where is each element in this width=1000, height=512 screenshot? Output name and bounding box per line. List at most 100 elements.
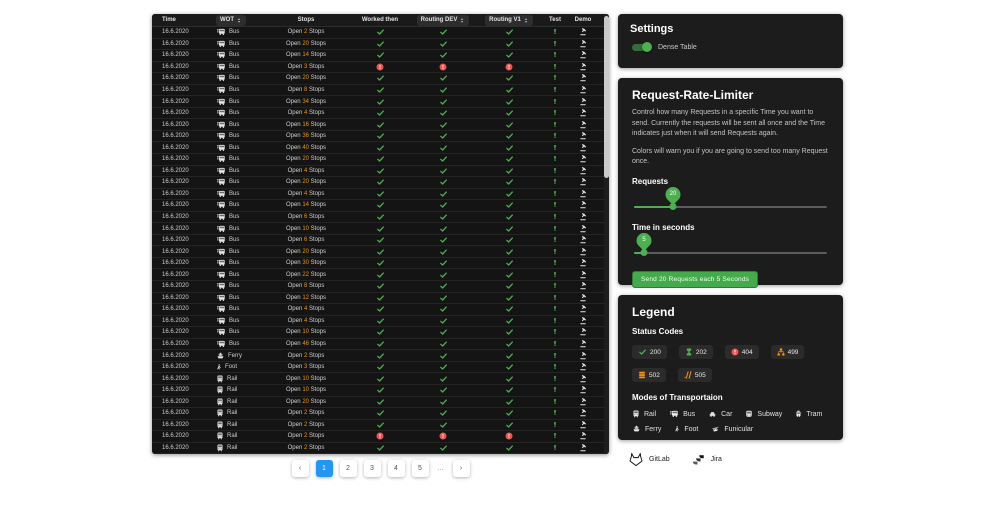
table-row[interactable]: 16.6.2020 Bus Open 36 Stops	[152, 131, 609, 143]
cell-demo[interactable]	[568, 143, 598, 152]
time-slider[interactable]: 5	[632, 229, 829, 260]
slider-thumb[interactable]	[640, 249, 648, 256]
cell-demo[interactable]	[568, 270, 598, 279]
cell-demo[interactable]	[568, 201, 598, 209]
cell-test[interactable]	[542, 74, 568, 82]
pagination-page-3[interactable]: 3	[363, 460, 381, 477]
cell-demo[interactable]	[568, 409, 598, 417]
cell-test[interactable]	[542, 201, 568, 209]
cell-test[interactable]	[542, 259, 568, 267]
cell-demo[interactable]	[568, 74, 598, 82]
cell-demo[interactable]	[568, 28, 598, 36]
pagination-prev-button[interactable]: ‹	[291, 460, 309, 477]
cell-demo[interactable]	[568, 247, 598, 256]
pagination-next-button[interactable]: ›	[452, 460, 470, 477]
cell-test[interactable]	[542, 51, 568, 59]
table-row[interactable]: 16.6.2020 Bus Open 20 Stops	[152, 73, 609, 85]
table-row[interactable]: 16.6.2020 Bus Open 6 Stops	[152, 212, 609, 224]
cell-demo[interactable]	[568, 213, 598, 221]
cell-demo[interactable]	[568, 62, 598, 71]
cell-demo[interactable]	[568, 224, 598, 233]
cell-test[interactable]	[542, 132, 568, 140]
cell-test[interactable]	[542, 444, 568, 452]
cell-demo[interactable]	[568, 282, 598, 290]
cell-test[interactable]	[542, 121, 568, 129]
cell-demo[interactable]	[568, 166, 598, 175]
cell-test[interactable]	[542, 409, 568, 417]
pagination-page-4[interactable]: 4	[387, 460, 405, 477]
pagination-page-1[interactable]: 1	[315, 460, 333, 477]
table-row[interactable]: 16.6.2020 Bus Open 4 Stops	[152, 166, 609, 178]
cell-test[interactable]	[542, 421, 568, 429]
table-row[interactable]: 16.6.2020 Rail Open 20 Stops	[152, 397, 609, 409]
cell-demo[interactable]	[568, 305, 598, 313]
cell-test[interactable]	[542, 386, 568, 394]
cell-test[interactable]	[542, 213, 568, 221]
cell-test[interactable]	[542, 432, 568, 440]
table-row[interactable]: 16.6.2020 Rail Open 10 Stops	[152, 373, 609, 385]
table-row[interactable]: 16.6.2020 Bus Open 20 Stops	[152, 246, 609, 258]
table-row[interactable]: 16.6.2020 Bus Open 3 Stops	[152, 62, 609, 74]
cell-demo[interactable]	[568, 374, 598, 383]
cell-demo[interactable]	[568, 444, 598, 452]
cell-demo[interactable]	[568, 340, 598, 348]
cell-test[interactable]	[542, 155, 568, 163]
column-header-wot[interactable]: WOT	[204, 14, 262, 26]
cell-demo[interactable]	[568, 39, 598, 48]
table-row[interactable]: 16.6.2020 Bus Open 30 Stops	[152, 258, 609, 270]
cell-test[interactable]	[542, 248, 568, 256]
cell-demo[interactable]	[568, 155, 598, 163]
cell-demo[interactable]	[568, 86, 598, 94]
cell-demo[interactable]	[568, 363, 598, 371]
cell-test[interactable]	[542, 28, 568, 36]
cell-test[interactable]	[542, 282, 568, 290]
table-row[interactable]: 16.6.2020 Bus Open 8 Stops	[152, 85, 609, 97]
table-row[interactable]: 16.6.2020 Rail Open 2 Stops	[152, 443, 609, 454]
cell-demo[interactable]	[568, 178, 598, 186]
cell-test[interactable]	[542, 98, 568, 106]
table-row[interactable]: 16.6.2020 Bus Open 10 Stops	[152, 327, 609, 339]
table-row[interactable]: 16.6.2020 Bus Open 34 Stops	[152, 96, 609, 108]
cell-demo[interactable]	[568, 420, 598, 429]
cell-demo[interactable]	[568, 386, 598, 394]
cell-test[interactable]	[542, 178, 568, 186]
cell-demo[interactable]	[568, 328, 598, 336]
table-row[interactable]: 16.6.2020 Ferry Open 2 Stops	[152, 350, 609, 362]
cell-test[interactable]	[542, 317, 568, 325]
table-row[interactable]: 16.6.2020 Bus Open 20 Stops	[152, 154, 609, 166]
cell-demo[interactable]	[568, 293, 598, 302]
table-row[interactable]: 16.6.2020 Bus Open 46 Stops	[152, 339, 609, 351]
cell-test[interactable]	[542, 63, 568, 71]
table-row[interactable]: 16.6.2020 Foot Open 3 Stops	[152, 362, 609, 374]
cell-demo[interactable]	[568, 120, 598, 129]
cell-test[interactable]	[542, 144, 568, 152]
cell-demo[interactable]	[568, 189, 598, 198]
table-row[interactable]: 16.6.2020 Bus Open 4 Stops	[152, 108, 609, 120]
link-jira[interactable]: Jira	[692, 452, 722, 467]
send-requests-button[interactable]: Send 20 Requests each 5 Seconds	[632, 270, 759, 288]
cell-test[interactable]	[542, 40, 568, 48]
cell-test[interactable]	[542, 225, 568, 233]
link-gitlab[interactable]: GitLab	[628, 452, 670, 467]
cell-test[interactable]	[542, 352, 568, 360]
scrollbar-thumb[interactable]	[604, 16, 609, 178]
table-scrollbar[interactable]	[604, 14, 609, 454]
table-row[interactable]: 16.6.2020 Bus Open 6 Stops	[152, 235, 609, 247]
cell-demo[interactable]	[568, 51, 598, 59]
cell-test[interactable]	[542, 328, 568, 336]
table-row[interactable]: 16.6.2020 Rail Open 2 Stops	[152, 431, 609, 443]
table-row[interactable]: 16.6.2020 Bus Open 4 Stops	[152, 316, 609, 328]
table-row[interactable]: 16.6.2020 Bus Open 16 Stops	[152, 119, 609, 131]
cell-demo[interactable]	[568, 259, 598, 267]
cell-test[interactable]	[542, 236, 568, 244]
cell-demo[interactable]	[568, 432, 598, 440]
cell-test[interactable]	[542, 340, 568, 348]
dense-table-toggle[interactable]	[630, 42, 652, 52]
table-row[interactable]: 16.6.2020 Bus Open 10 Stops	[152, 223, 609, 235]
table-row[interactable]: 16.6.2020 Bus Open 14 Stops	[152, 50, 609, 62]
cell-test[interactable]	[542, 271, 568, 279]
cell-demo[interactable]	[568, 351, 598, 360]
table-row[interactable]: 16.6.2020 Bus Open 8 Stops	[152, 281, 609, 293]
cell-test[interactable]	[542, 375, 568, 383]
cell-test[interactable]	[542, 86, 568, 94]
